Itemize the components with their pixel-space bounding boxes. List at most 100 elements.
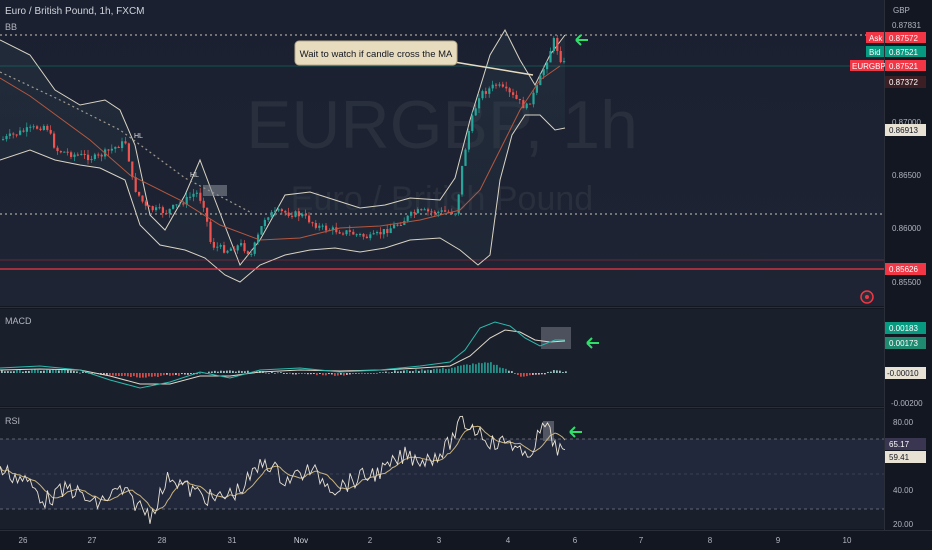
time-axis[interactable]: 26 27 28 31 Nov 2 3 4 6 7 8 9 10 [19,536,852,545]
candle-body [158,207,161,209]
candle-body [270,211,273,218]
time-tick: 10 [843,536,852,545]
candle-body [141,195,144,202]
macd-histogram-bar [472,363,474,373]
macd-axis-tick: -0.00200 [891,399,923,408]
candle-body [209,221,212,242]
candle-body [549,51,552,63]
rsi-indicator [0,415,566,524]
macd-histogram-bar [235,371,237,373]
candle-body [525,103,528,109]
time-tick: 7 [639,536,644,545]
macd-histogram-bar [409,371,411,373]
candle-body [393,224,396,229]
candle-body [114,146,117,149]
price-axis[interactable]: GBP 0.87000 0.86500 0.86000 0.85500 0.87… [850,6,926,287]
macd-histogram-bar [544,373,546,375]
macd-histogram-bar [196,373,198,375]
macd-histogram-bar [127,373,129,377]
macd-histogram-bar [565,371,567,373]
macd-histogram-bar [175,373,177,375]
candle-body [148,205,151,207]
macd-histogram-bar [169,373,171,376]
candle-body [76,154,79,156]
candle-body [80,153,83,155]
macd-histogram-bar [274,373,276,374]
ask-tag-label: Ask [869,34,883,43]
annotation-callout[interactable]: Wait to watch if candle cross the MA [294,40,534,76]
macd-histogram-bar [490,362,492,373]
candle-body [345,230,348,235]
candle-body [19,130,22,135]
macd-histogram-bar [562,372,564,373]
lower-band-value: 0.87372 [889,78,918,87]
macd-histogram-bar [199,372,201,374]
candle-body [376,231,379,234]
candle-body [121,141,124,148]
candle-body [427,209,430,212]
macd-histogram-bar [214,370,216,373]
macd-histogram-bar [109,373,111,376]
candle-body [403,220,406,226]
candle-body [59,151,62,153]
macd-histogram-bar [550,371,552,373]
macd-histogram-bar [211,371,213,373]
macd-histogram-bar [367,373,369,374]
hl-label: HL [190,172,199,179]
candle-body [134,177,137,192]
macd-value-badge [885,322,926,334]
candle-body [559,50,562,63]
macd-histogram-bar [163,373,165,376]
arrow-icon [575,34,588,46]
candle-body [178,203,181,205]
macd-histogram-bar [343,373,345,376]
candle-body [39,128,42,130]
macd-histogram-bar [301,373,303,374]
macd-histogram-bar [157,373,159,377]
hist-value-badge [885,367,926,379]
candle-body [471,115,474,131]
candle-body [250,253,253,255]
candle-body [508,88,511,93]
macd-histogram-bar [13,371,15,373]
price-tick: 0.85500 [892,278,921,287]
macd-histogram-bar [160,373,162,376]
macd-histogram-bar [463,364,465,373]
candle-body [182,203,185,205]
macd-histogram-bar [406,369,408,373]
macd-histogram-bar [526,373,528,377]
candle-body [389,228,392,234]
candle-body [352,231,355,235]
macd-label[interactable]: MACD [5,316,32,326]
chart-title[interactable]: Euro / British Pound, 1h, FXCM [5,6,145,17]
candle-body [216,246,219,248]
settings-icon[interactable] [860,290,874,304]
macd-histogram-bar [103,373,105,375]
macd-histogram-bar [331,373,333,375]
candle-body [450,211,453,214]
candle-body [199,192,202,201]
macd-histogram-bar [487,362,489,373]
rsi-label[interactable]: RSI [5,416,20,426]
indicator-label-bb[interactable]: BB [5,22,17,32]
rsi-band [0,439,884,509]
candle-body [314,223,317,228]
macd-histogram-bar [313,373,315,374]
macd-pane-bg [0,309,884,406]
candle-body [535,85,538,93]
candle-body [335,227,338,233]
macd-histogram-bar [352,373,354,374]
annotation-pointer [453,61,534,76]
symbol-tag [850,60,884,71]
candle-body [379,231,382,235]
macd-histogram-bar [73,370,75,373]
macd-histogram-bar [505,368,507,373]
macd-histogram-bar [502,368,504,373]
macd-histogram-bar [328,373,330,375]
macd-histogram-bar [334,373,336,376]
macd-histogram-bar [511,371,513,373]
macd-histogram-bar [475,364,477,373]
macd-histogram-bar [400,371,402,373]
bid-price-badge [885,46,926,57]
